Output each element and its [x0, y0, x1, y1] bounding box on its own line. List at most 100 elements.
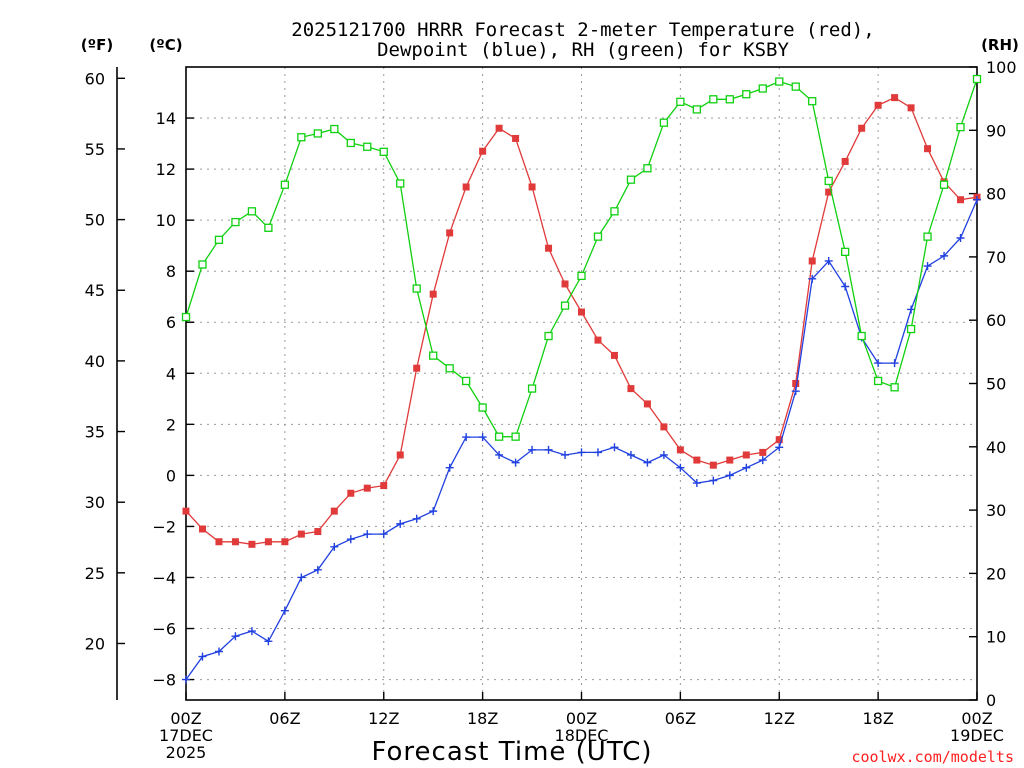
grid-lines	[186, 67, 977, 700]
f-axis-tick-label: 50	[85, 211, 105, 230]
data-point	[379, 530, 388, 539]
data-point	[248, 540, 256, 548]
data-point	[890, 359, 899, 368]
data-point	[758, 456, 767, 465]
data-point	[627, 385, 635, 393]
data-point	[907, 305, 916, 314]
rh-axis-tick-label: 60	[986, 311, 1006, 330]
rh-axis-tick-label: 30	[986, 501, 1006, 520]
rh-unit-label: (RH)	[981, 36, 1019, 54]
credit-text: coolwx.com/modelts	[851, 748, 1014, 766]
data-point	[363, 530, 372, 539]
c-axis-tick-label: −8	[152, 671, 176, 690]
data-point	[578, 308, 585, 316]
c-axis-tick-label: 10	[156, 211, 176, 230]
data-point	[198, 260, 207, 269]
data-point	[659, 450, 668, 459]
data-point	[297, 573, 306, 582]
data-point	[527, 384, 537, 393]
x-axis-tick-label: 00Z 18DEC	[555, 709, 609, 745]
data-point	[725, 471, 734, 480]
data-point	[692, 105, 702, 114]
data-point	[824, 176, 833, 186]
data-point	[858, 124, 866, 132]
data-point	[181, 312, 191, 322]
c-axis-tick-label: 2	[166, 415, 176, 434]
data-point	[247, 627, 256, 636]
rh-axis-tick-label: 100	[986, 58, 1017, 77]
f-axis-tick-label: 35	[85, 423, 105, 442]
data-point	[726, 456, 734, 464]
data-point	[264, 223, 273, 232]
data-point	[264, 637, 273, 646]
rh-axis-tick-label: 20	[986, 564, 1006, 583]
data-point	[495, 124, 503, 132]
data-point	[478, 433, 487, 442]
data-point	[792, 380, 800, 387]
data-point	[462, 183, 470, 191]
celsius-unit-label: (ºC)	[149, 36, 182, 54]
rh-axis-tick-label: 50	[986, 375, 1006, 394]
rh-axis-tick-label: 90	[986, 121, 1006, 140]
data-point	[561, 280, 569, 288]
data-point	[924, 145, 932, 153]
data-point	[693, 456, 701, 464]
x-axis-tick-line: 12Z	[764, 709, 795, 728]
data-point	[940, 251, 949, 260]
title-line-1: 2025121700 HRRR Forecast 2-meter Tempera…	[291, 19, 874, 41]
c-axis-tick-label: 6	[166, 313, 176, 332]
x-axis-tick-label: 00Z 19DEC	[950, 709, 1004, 745]
data-point	[577, 448, 586, 457]
data-point	[660, 423, 668, 431]
series-1	[182, 195, 981, 684]
data-point	[873, 376, 883, 386]
c-axis-tick-label: 0	[166, 466, 176, 485]
data-point	[791, 387, 800, 396]
data-point	[907, 104, 915, 112]
data-point	[709, 476, 718, 485]
x-axis-tick-label: 18Z	[467, 709, 498, 728]
data-point	[297, 133, 306, 142]
f-axis-tick-label: 40	[85, 352, 105, 371]
data-point	[544, 445, 553, 454]
c-axis-tick-label: 14	[156, 109, 176, 128]
data-point	[396, 519, 405, 528]
rh-axis-tick-label: 10	[986, 628, 1006, 647]
data-point	[528, 183, 536, 191]
data-point	[973, 195, 981, 204]
data-point	[626, 450, 635, 459]
data-point	[593, 448, 602, 457]
c-axis-tick-label: −6	[152, 620, 176, 639]
data-point	[231, 632, 240, 641]
data-point	[445, 463, 454, 472]
x-axis-tick-label: 00Z 17DEC 2025	[159, 709, 213, 762]
data-point	[972, 74, 982, 84]
f-axis-tick-label: 20	[85, 634, 105, 653]
data-point	[676, 446, 684, 454]
data-point	[808, 274, 817, 283]
x-axis-tick-line: 06Z	[269, 709, 300, 728]
chart-title: 2025121700 HRRR Forecast 2-meter Tempera…	[291, 19, 874, 61]
data-point	[544, 331, 553, 341]
data-point	[347, 489, 355, 497]
data-point	[626, 175, 636, 184]
data-point	[396, 179, 405, 188]
data-point	[413, 364, 421, 372]
data-point	[957, 196, 965, 204]
data-point	[182, 675, 190, 684]
data-point	[742, 463, 751, 472]
x-axis-tick-line: 18Z	[467, 709, 498, 728]
data-point	[461, 376, 471, 386]
data-point	[742, 90, 751, 99]
x-axis-tick-label: 06Z	[269, 709, 300, 728]
data-point	[495, 450, 504, 459]
data-point	[313, 129, 322, 138]
data-point	[775, 443, 784, 452]
data-point	[412, 284, 421, 293]
data-point	[923, 262, 932, 271]
f-axis-tick-label: 45	[85, 281, 105, 300]
data-point	[923, 232, 932, 241]
data-point	[692, 479, 701, 488]
data-point	[808, 97, 817, 106]
